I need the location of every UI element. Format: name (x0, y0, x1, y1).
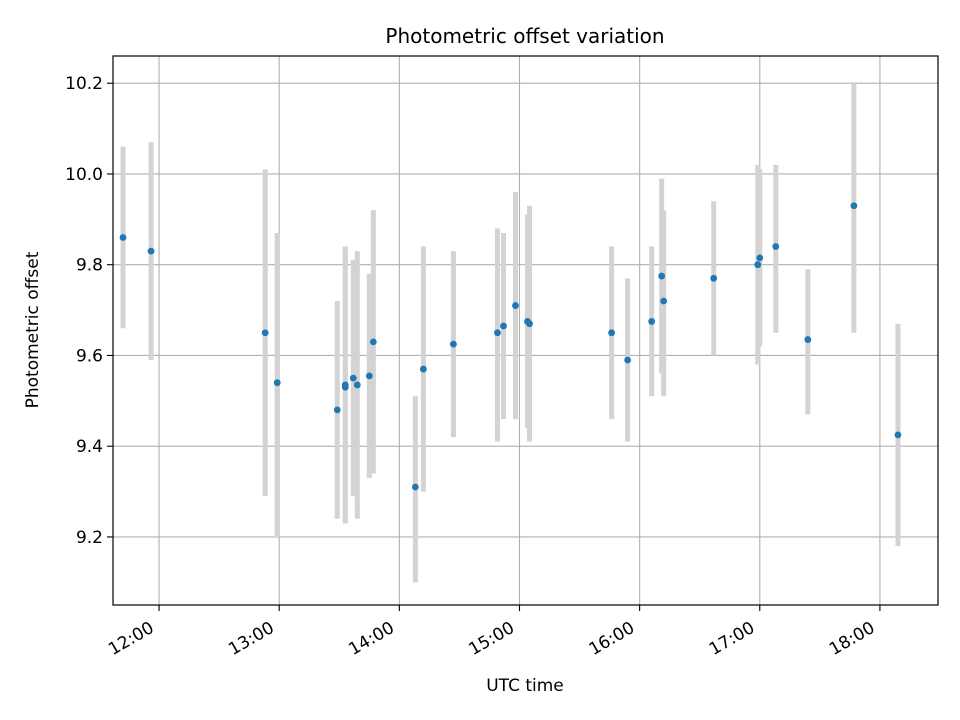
data-point (526, 320, 533, 328)
data-point (804, 336, 812, 343)
y-axis-label: Photometric offset (23, 251, 43, 408)
data-point (341, 381, 349, 389)
plot-frame (112, 55, 939, 606)
data-point (411, 483, 419, 491)
data-point (261, 329, 269, 337)
y-tick-label: 9.6 (76, 346, 103, 366)
y-tick-label: 9.2 (76, 528, 103, 548)
data-point (648, 318, 656, 325)
data-point (624, 356, 632, 364)
data-point (850, 202, 858, 210)
y-tick-label: 10.2 (65, 74, 103, 94)
data-point (349, 374, 357, 382)
data-point (608, 329, 616, 337)
data-point (500, 322, 507, 330)
data-point (494, 329, 501, 337)
data-point (710, 274, 718, 282)
data-points (119, 202, 902, 491)
y-tick-label: 9.4 (76, 437, 103, 457)
data-point (119, 234, 127, 241)
data-point (450, 340, 457, 348)
data-point (419, 365, 427, 373)
data-point (147, 247, 155, 255)
data-point (894, 431, 902, 439)
y-tick-label: 9.8 (76, 256, 103, 276)
x-axis-label: UTC time (486, 676, 564, 696)
data-point (273, 379, 281, 387)
chart-title: Photometric offset variation (385, 24, 664, 48)
data-point (333, 406, 341, 414)
data-point (658, 272, 666, 280)
data-point (772, 243, 780, 250)
y-tick-label: 10.0 (65, 165, 103, 185)
data-point (660, 297, 668, 305)
data-point (365, 372, 373, 380)
data-point (353, 381, 361, 389)
data-point (756, 254, 764, 262)
y-axis: 9.2 9.4 9.6 9.8 10.0 10.2 (65, 74, 113, 548)
data-point (512, 302, 519, 309)
data-point (754, 261, 762, 269)
data-point (369, 338, 377, 346)
